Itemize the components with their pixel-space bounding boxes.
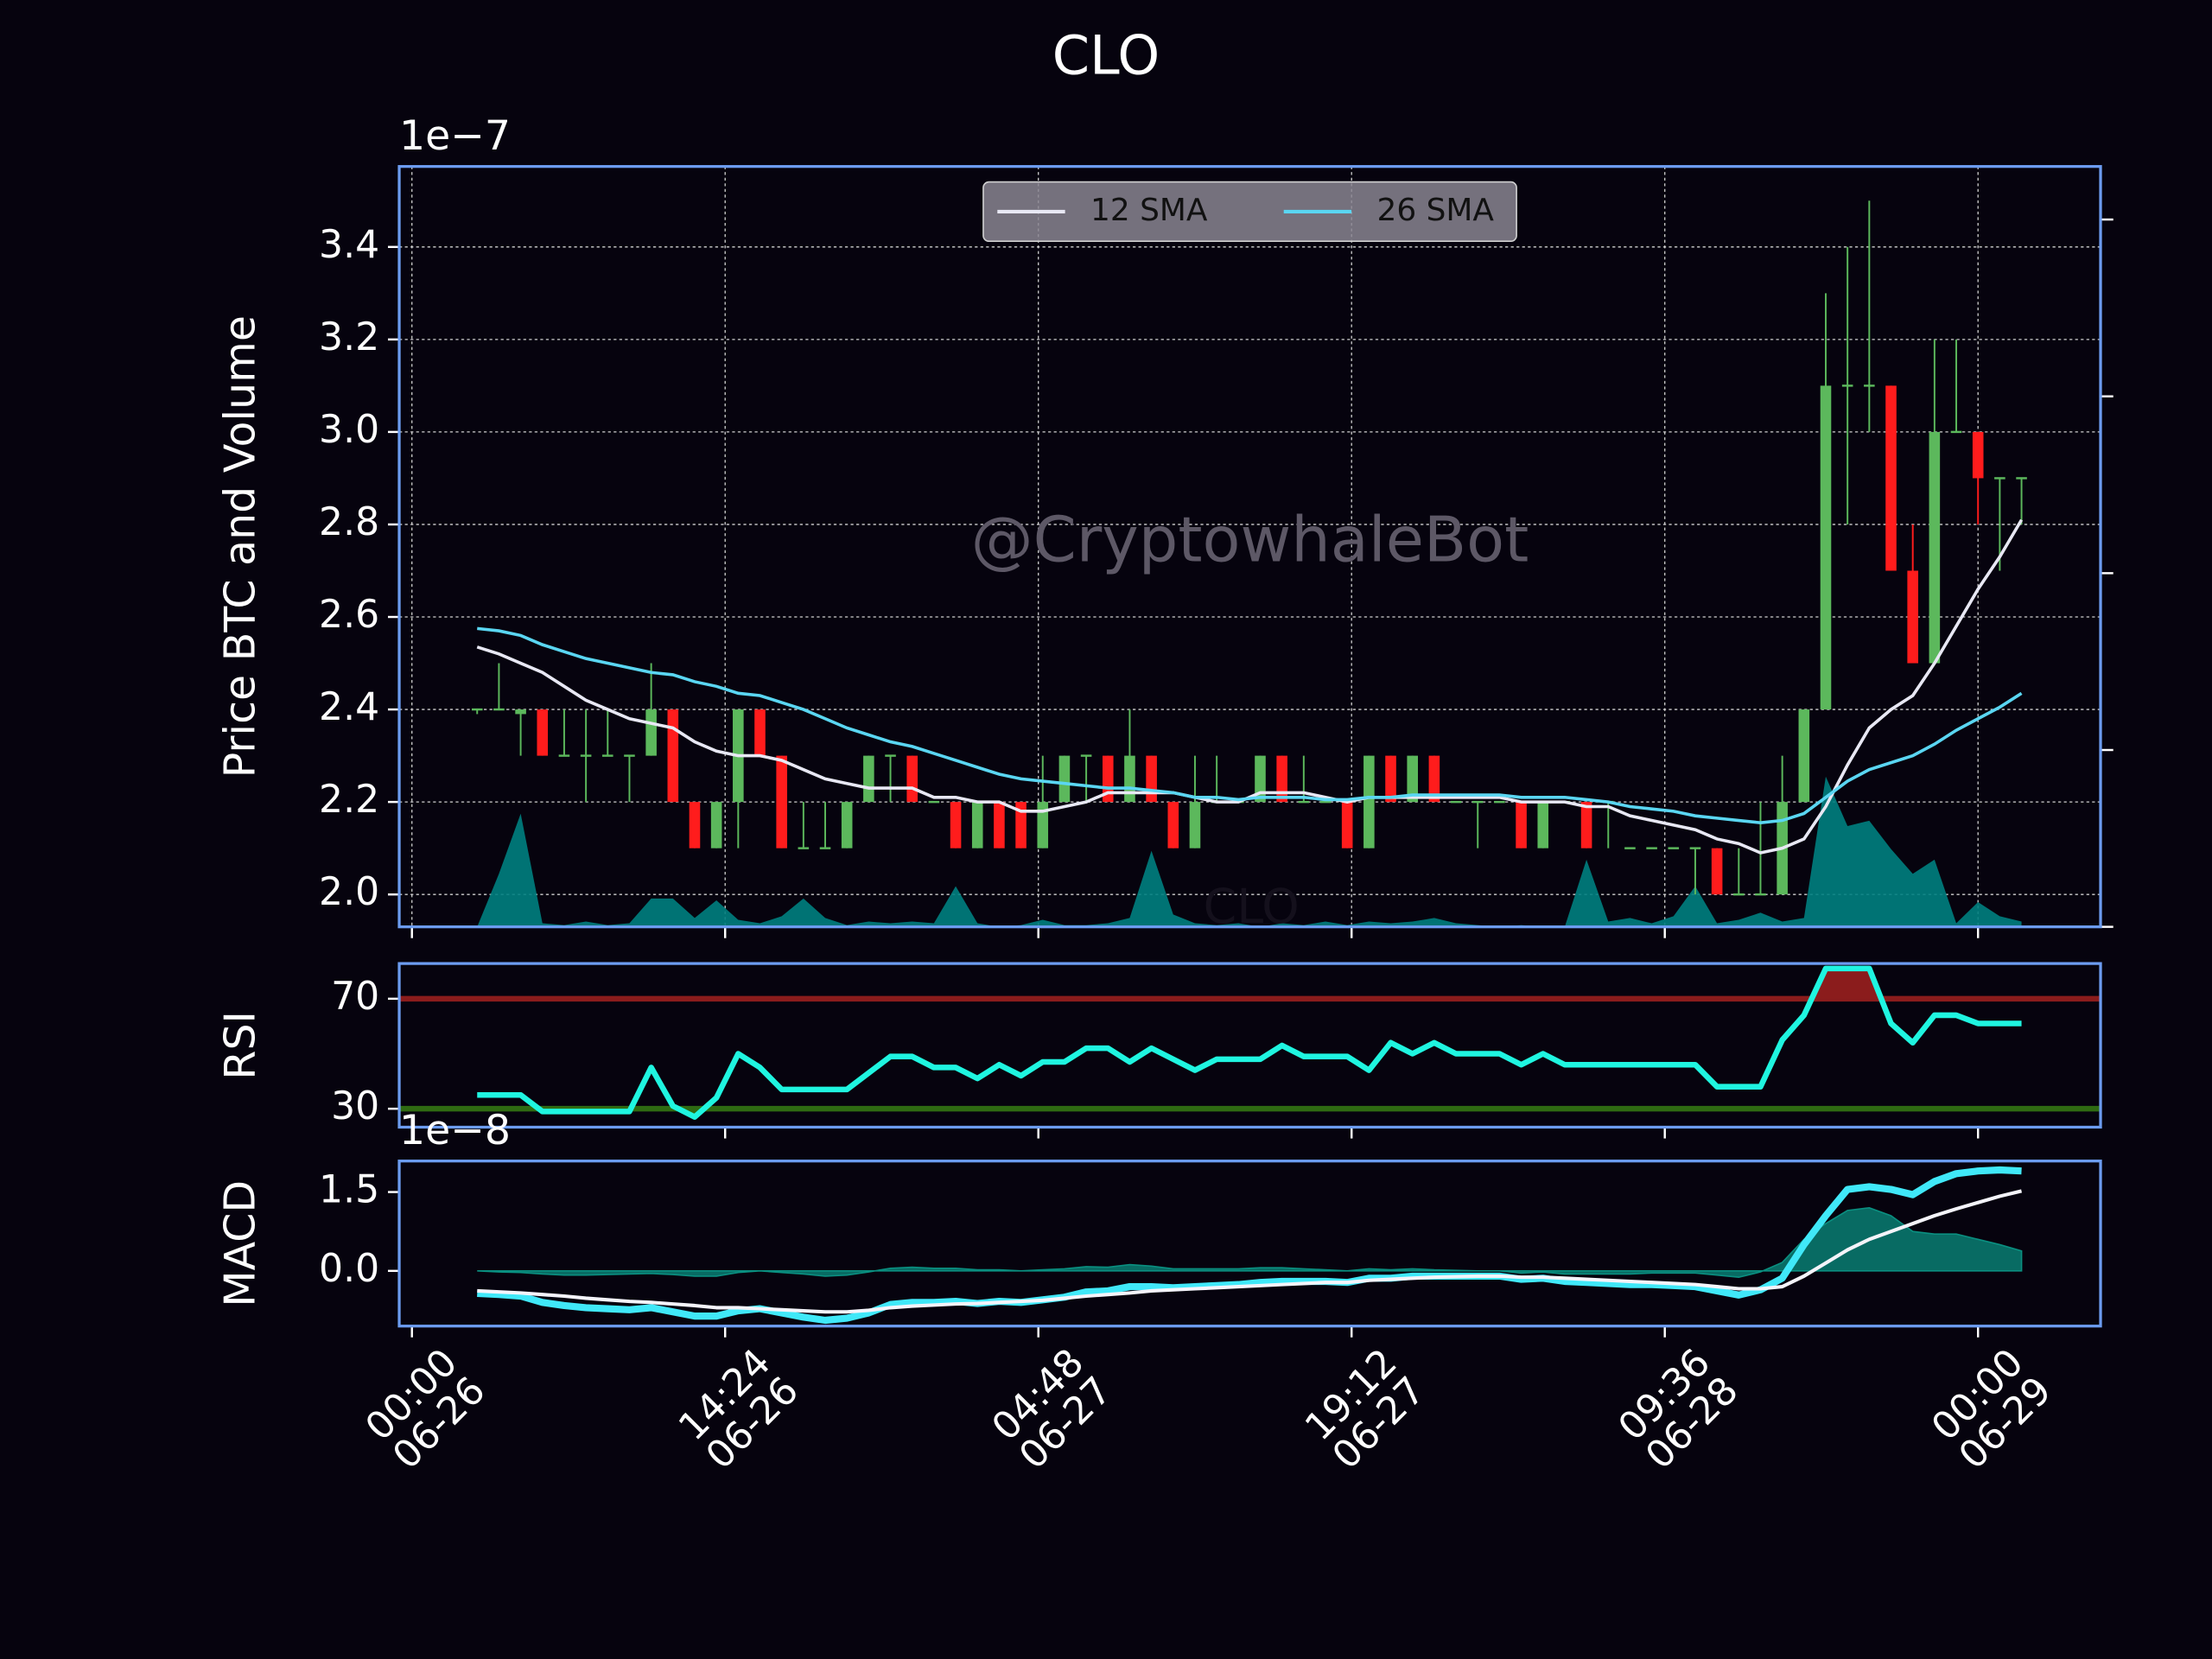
candle-body <box>580 754 592 757</box>
watermark: @CryptowhaleBot <box>971 504 1529 576</box>
candle-body <box>1363 755 1375 849</box>
y-tick-label: 1.5 <box>319 1168 379 1212</box>
axes-frame <box>397 962 2102 1129</box>
threshold-fill <box>477 968 2022 999</box>
candle-body <box>710 802 722 849</box>
candle-body <box>1428 755 1440 803</box>
candle-body <box>1015 802 1027 849</box>
candle-body <box>1102 755 1114 803</box>
candle-body <box>1972 431 1984 479</box>
candle-body <box>689 802 701 849</box>
candle-body <box>928 800 940 804</box>
candle-body <box>863 755 874 803</box>
axis-offset-label: 1e−8 <box>399 1107 511 1154</box>
candle-body <box>1624 847 1636 849</box>
candle-body <box>1711 848 1723 895</box>
legend-label: 26 SMA <box>1376 193 1494 228</box>
candle-body <box>1689 847 1701 849</box>
candle-body <box>841 802 853 849</box>
y-tick-label: 70 <box>331 975 379 1019</box>
series-line <box>477 965 2022 1120</box>
candle-body <box>1646 847 1657 849</box>
candle-body <box>1298 800 1310 804</box>
chart-title: CLO <box>1052 24 1160 87</box>
candle-body <box>2016 477 2027 480</box>
candle-body <box>645 709 657 756</box>
y-tick-label: 2.8 <box>319 500 379 544</box>
candle-body <box>471 708 483 711</box>
candle-body <box>1516 802 1527 849</box>
candle-body <box>1950 430 1962 434</box>
candle-body <box>1755 893 1766 896</box>
volume-area <box>477 776 2022 927</box>
axis-offset-label: 1e−7 <box>399 112 511 160</box>
candle-body <box>1450 800 1462 804</box>
candle-body <box>1341 802 1353 849</box>
sma-line <box>477 626 2023 825</box>
candle-body <box>819 847 831 849</box>
candle-body <box>558 754 570 757</box>
candle-body <box>1276 755 1287 803</box>
candle-body <box>1994 477 2005 480</box>
candle-body <box>1864 385 1875 387</box>
series-line <box>477 1189 2023 1314</box>
candle-body <box>1319 800 1332 804</box>
candle-body <box>1471 800 1484 804</box>
y-tick-label: 30 <box>331 1084 379 1128</box>
candle-body <box>971 802 983 849</box>
candle-body <box>1733 893 1745 896</box>
y-axis-label: RSI <box>215 1011 264 1080</box>
candle-body <box>1167 802 1179 849</box>
candle-body <box>1058 755 1071 803</box>
candle-body <box>1537 802 1549 849</box>
candle-body <box>1385 755 1396 803</box>
candle-body <box>1037 802 1049 849</box>
legend-label: 12 SMA <box>1090 193 1208 228</box>
candle-body <box>1124 755 1135 803</box>
candle-body <box>1820 385 1832 710</box>
candle-body <box>493 708 505 711</box>
candle-body <box>885 754 896 757</box>
candle-body <box>601 754 613 757</box>
y-tick-label: 3.2 <box>319 315 379 359</box>
candle-body <box>1907 570 1918 664</box>
candle-body <box>1080 754 1092 757</box>
candle-body <box>515 709 526 715</box>
axes-frame <box>397 165 2102 929</box>
y-axis-label: MACD <box>215 1180 264 1307</box>
y-tick-label: 2.4 <box>319 685 379 729</box>
candle-body <box>754 709 766 756</box>
candle-body <box>667 709 679 803</box>
axes-frame <box>397 1160 2102 1328</box>
candle-body <box>994 802 1005 849</box>
y-tick-label: 3.4 <box>319 223 379 267</box>
candle-body <box>906 755 918 803</box>
candle-body <box>537 709 549 756</box>
candle-body <box>1668 847 1680 849</box>
candle-body <box>798 847 810 849</box>
y-tick-label: 3.0 <box>319 408 379 452</box>
candle-body <box>1189 802 1201 849</box>
y-tick-label: 0.0 <box>319 1247 379 1291</box>
histogram-area <box>477 1206 2023 1278</box>
candle-body <box>1494 800 1505 804</box>
candle-body <box>1580 802 1592 849</box>
candle-body <box>950 802 962 849</box>
candle-body <box>1255 755 1266 803</box>
candle-body <box>1146 755 1157 803</box>
candle-body <box>776 755 787 849</box>
y-tick-label: 2.2 <box>319 778 379 822</box>
candle-body <box>624 754 635 757</box>
y-tick-label: 2.0 <box>319 870 379 914</box>
y-tick-label: 2.6 <box>319 593 379 637</box>
candle-body <box>1885 385 1897 571</box>
candle-body <box>1798 709 1810 803</box>
legend-box <box>982 181 1517 242</box>
candle-body <box>1929 431 1941 664</box>
candle-body <box>1407 755 1418 803</box>
candle-body <box>1841 385 1853 387</box>
y-axis-label: Price BTC and Volume <box>215 315 264 778</box>
